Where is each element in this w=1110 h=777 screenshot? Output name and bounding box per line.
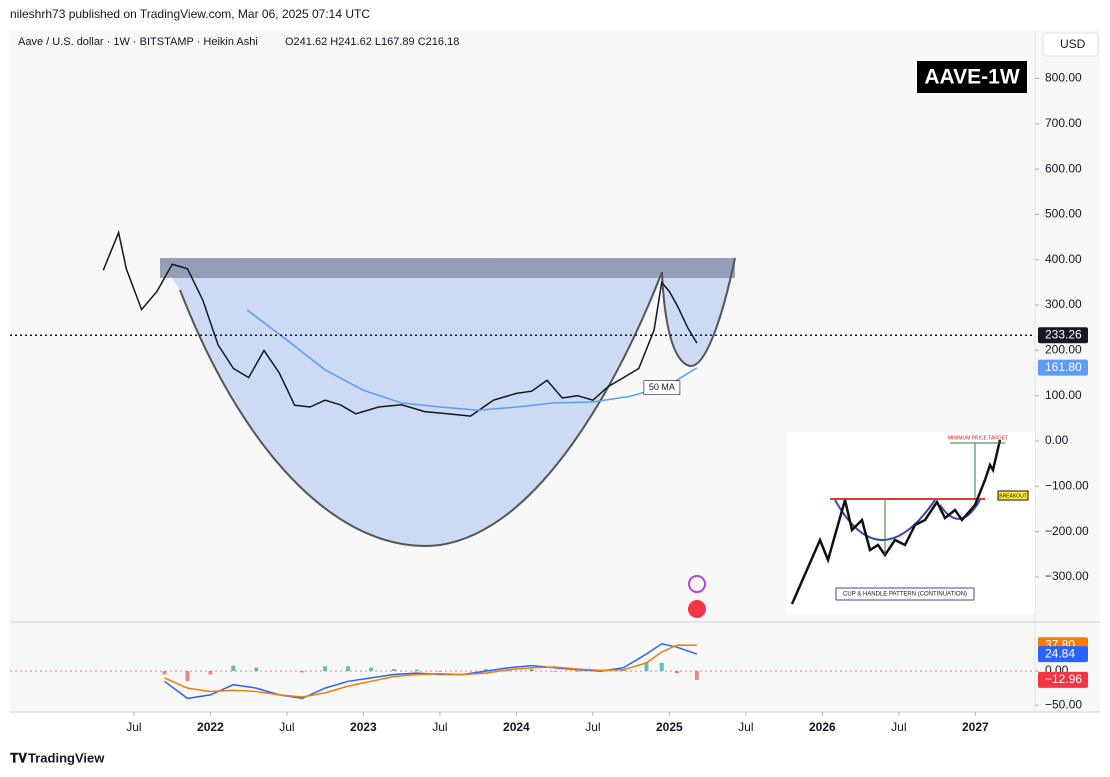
event-icon[interactable] [688,575,706,593]
histogram-bar [323,666,328,672]
event-icon[interactable] [688,600,706,618]
inset-breakout: BREAKOUT [999,493,1027,499]
ma-label-box [643,380,681,395]
histogram-bar [644,662,649,672]
inset-image: MINIMUM PRICE TARGET BREAKOUT CUP & HAND… [787,432,1035,614]
y-tick-label: −300.00 [1045,569,1089,583]
histogram-bar [162,671,167,675]
y-tick-label: 600.00 [1045,161,1082,175]
ohlc: O241.62 H241.62 L167.89 C216.18 [285,36,459,48]
x-tick-label: Jul [585,720,600,734]
x-tick-label: Jul [126,720,141,734]
ma-label: 50 MA [649,382,675,392]
price-badge [1038,359,1088,376]
histogram-bar [414,669,419,672]
symbol-legend: Aave / U.S. dollar · 1W · BITSTAMP · Hei… [18,36,258,48]
y-tick-label: −100.00 [1045,478,1089,492]
y-tick-label: 0.00 [1045,433,1069,447]
histogram-bar [659,662,664,672]
x-tick-label: 2023 [350,720,377,734]
inset-price [790,439,1002,605]
y-tick-label: 100.00 [1045,388,1082,402]
y-tick-label: 800.00 [1045,71,1082,85]
x-tick-label: Jul [432,720,447,734]
currency-button[interactable] [1042,32,1099,57]
y-tick-label: 700.00 [1045,116,1082,130]
breakout-badge [997,490,1029,501]
price-badge-label: 161.80 [1045,360,1082,374]
price-line [102,230,698,417]
symbol-badge-bg [917,61,1027,93]
x-tick-label: 2026 [809,720,836,734]
histogram-bar [552,671,557,672]
cup-fill [160,258,735,546]
x-tick-label: Jul [738,720,753,734]
price-badge-label: 233.26 [1045,327,1082,341]
symbol-badge: AAVE-1W [924,66,1019,89]
y-tick-label: 400.00 [1045,252,1082,266]
x-tick-label: 2027 [962,720,989,734]
histogram-bar [437,671,442,672]
currency: USD [1060,37,1086,51]
x-tick-label: Jul [279,720,294,734]
histogram-bar [529,669,534,672]
histogram-bar [231,665,236,672]
inset-caption: CUP & HANDLE PATTERN (CONTINUATION) [843,592,967,598]
y-tick-label: −200.00 [1045,524,1089,538]
price-badge-label: −12.96 [1045,672,1082,686]
cup-outline [179,257,736,547]
histogram-bar [300,671,305,673]
resistance-zone [160,258,735,278]
histogram-bar [391,669,396,672]
x-tick-label: 2022 [197,720,224,734]
y-tick-label: 500.00 [1045,207,1082,221]
x-tick-label: 2025 [656,720,683,734]
footer-brand: TradingView [28,750,105,765]
price-badge [1038,671,1088,688]
price-badge [1038,327,1088,344]
price-badge-label: 24.84 [1045,646,1075,660]
histogram-bar [369,667,374,672]
histogram-bar [694,671,699,680]
macd-line [164,644,697,698]
x-tick-label: Jul [891,720,906,734]
histogram-bar [208,671,213,675]
x-tick-label: 2024 [503,720,530,734]
histogram-bar [675,671,680,674]
caption-box [835,587,975,601]
histogram-bar [346,666,351,672]
inset-bg [787,432,1035,614]
price-badge [1038,646,1088,663]
histogram-bar [185,671,190,682]
histogram-bar [254,667,259,672]
y-tick-label: 200.00 [1045,343,1082,357]
inset-target-label: MINIMUM PRICE TARGET [948,435,1008,441]
y-tick-label: 300.00 [1045,297,1082,311]
footer-logo: 𝐓𝐕 [10,750,27,765]
histogram-bar [575,671,580,672]
byline: nileshrh73 published on TradingView.com,… [10,7,370,21]
y-tick-label: −50.00 [1045,697,1082,711]
histogram-bar [483,669,488,672]
ma-line [246,309,698,411]
